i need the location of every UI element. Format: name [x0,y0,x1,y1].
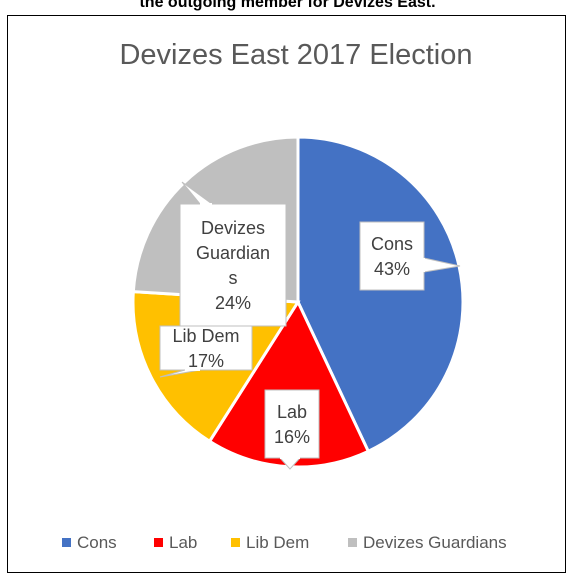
pie-callouts: Cons 43% Lab 16% Lib Dem 17% Devizes Guardian s 2… [159,181,461,470]
callout-pointer [181,181,213,205]
top-caption: the outgoing member for Devizes East. [139,0,436,11]
chart-legend: Cons Lab Lib Dem Devizes Guardians [62,533,507,552]
callout-label-lab: 16% [274,427,310,447]
legend-label-devizes-guardians: Devizes Guardians [363,533,507,552]
callout-box [179,203,287,327]
legend-label-lib-dem: Lib Dem [246,533,309,552]
callout-label-devizes-guardians: Guardian [196,243,270,263]
callout-label-lib-dem: Lib Dem [172,326,239,346]
legend-swatch-cons [62,538,71,547]
callout-label-devizes-guardians: 24% [215,293,251,313]
legend-item-lib-dem: Lib Dem [231,533,309,552]
callout-label-lab: Lab [277,402,307,422]
callout-lab: Lab 16% [264,389,320,470]
callout-label-devizes-guardians: s [229,268,238,288]
callout-box [264,389,320,459]
legend-item-devizes-guardians: Devizes Guardians [348,533,507,552]
legend-label-cons: Cons [77,533,117,552]
callout-pointer [159,369,201,378]
callout-label-lib-dem: 17% [188,351,224,371]
callout-pointer [423,257,461,273]
callout-cons: Cons 43% [359,221,461,291]
callout-lib-dem: Lib Dem 17% [159,325,253,378]
legend-item-lab: Lab [154,533,197,552]
callout-pointer [279,457,301,470]
callout-devizes-guardians: Devizes Guardian s 24% [179,181,287,327]
legend-swatch-lib-dem [231,538,240,547]
callout-label-cons: Cons [371,234,413,254]
callout-box [359,221,425,291]
chart-title: Devizes East 2017 Election [119,39,472,71]
legend-swatch-devizes-guardians [348,538,357,547]
legend-swatch-lab [154,538,163,547]
callout-label-cons: 43% [374,259,410,279]
callout-label-devizes-guardians: Devizes [201,218,265,238]
legend-item-cons: Cons [62,533,117,552]
legend-label-lab: Lab [169,533,197,552]
callout-box [159,325,253,371]
